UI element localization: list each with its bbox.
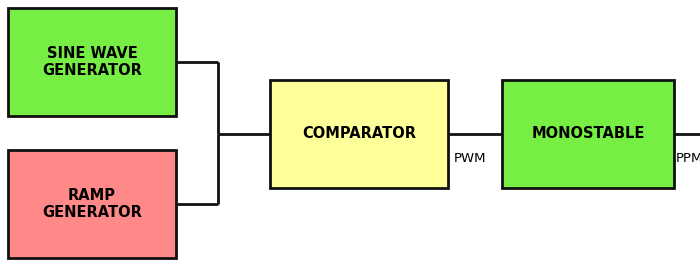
Text: COMPARATOR: COMPARATOR <box>302 127 416 142</box>
Bar <box>270 80 448 188</box>
Text: RAMP
GENERATOR: RAMP GENERATOR <box>42 188 142 220</box>
Text: MONOSTABLE: MONOSTABLE <box>531 127 645 142</box>
Bar <box>502 80 674 188</box>
Text: PWM: PWM <box>454 152 486 165</box>
Text: SINE WAVE
GENERATOR: SINE WAVE GENERATOR <box>42 46 142 78</box>
Bar <box>8 150 176 258</box>
Bar <box>8 8 176 116</box>
Text: PPM: PPM <box>676 152 700 165</box>
